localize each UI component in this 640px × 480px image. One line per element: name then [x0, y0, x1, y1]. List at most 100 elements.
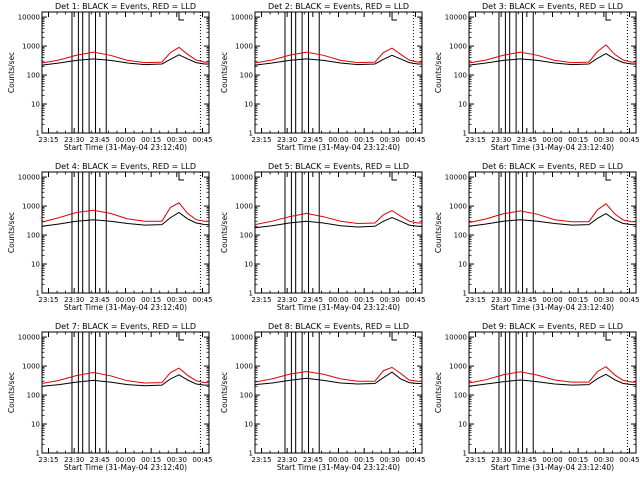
x-axis-label: Start Time (31-May-04 23:12:40) — [64, 303, 187, 312]
x-tick-label: 00:00 — [328, 296, 348, 304]
y-tick-label: 10 — [244, 101, 253, 109]
x-tick-label: 23:30 — [277, 296, 297, 304]
y-tick-label: 100 — [454, 72, 467, 80]
y-tick-label: 10 — [31, 101, 40, 109]
y-tick-label: 1 — [463, 450, 467, 458]
panel-title: Det 6: BLACK = Events, RED = LLD — [482, 162, 623, 171]
x-axis-label: Start Time (31-May-04 23:12:40) — [64, 143, 187, 152]
x-tick-label: 00:00 — [328, 456, 348, 464]
series-events-line — [254, 371, 422, 386]
x-tick-label: 00:15 — [354, 136, 374, 144]
panel-det-2: Det 2: BLACK = Events, RED = LLD 1 10 100 10… — [220, 2, 426, 152]
interval-marker — [605, 332, 612, 341]
y-axis-label: Counts/sec — [7, 372, 16, 413]
y-tick-label: 1 — [463, 130, 467, 138]
x-tick-label: 00:00 — [542, 136, 562, 144]
panel-title: Det 4: BLACK = Events, RED = LLD — [55, 162, 196, 171]
panel-det-1: Det 1: BLACK = Events, RED = LLD 1 10 100 10… — [7, 2, 213, 152]
y-tick-label: 1 — [36, 130, 40, 138]
x-tick-label: 00:30 — [594, 136, 614, 144]
y-tick-label: 1000 — [22, 363, 40, 371]
y-tick-label: 1 — [36, 290, 40, 298]
y-tick-label: 1000 — [22, 203, 40, 211]
x-axis-label: Start Time (31-May-04 23:12:40) — [64, 463, 187, 472]
y-tick-label: 10 — [458, 101, 467, 109]
x-tick-label: 00:00 — [115, 456, 135, 464]
y-tick-label: 100 — [27, 72, 40, 80]
x-tick-label: 00:45 — [405, 456, 425, 464]
panel-title: Det 1: BLACK = Events, RED = LLD — [55, 2, 196, 11]
plot-frame — [254, 331, 423, 454]
y-axis-label: Counts/sec — [220, 212, 229, 253]
y-tick-label: 10000 — [231, 14, 253, 22]
panel-det-3: Det 3: BLACK = Events, RED = LLD 1 10 100 10… — [434, 2, 640, 152]
y-axis-label: Counts/sec — [434, 52, 443, 93]
y-tick-label: 1000 — [22, 43, 40, 51]
x-tick-label: 23:30 — [64, 136, 84, 144]
y-axis-label: Counts/sec — [7, 52, 16, 93]
x-tick-label: 00:30 — [594, 296, 614, 304]
x-tick-label: 23:15 — [38, 456, 58, 464]
x-axis-label: Start Time (31-May-04 23:12:40) — [277, 143, 400, 152]
interval-marker — [178, 12, 185, 21]
y-tick-label: 10 — [31, 421, 40, 429]
y-tick-label: 1000 — [235, 203, 253, 211]
y-tick-label: 100 — [454, 392, 467, 400]
interval-marker — [178, 172, 185, 181]
x-tick-label: 00:45 — [192, 296, 212, 304]
x-tick-label: 23:45 — [303, 296, 323, 304]
series-lld-line — [468, 203, 636, 224]
interval-marker — [391, 332, 398, 341]
y-tick-label: 100 — [27, 392, 40, 400]
panel-det-6: Det 6: BLACK = Events, RED = LLD 1 10 100 10… — [434, 162, 640, 312]
panel-title: Det 7: BLACK = Events, RED = LLD — [55, 322, 196, 331]
panel-det-7: Det 7: BLACK = Events, RED = LLD 1 10 100 10… — [7, 322, 213, 472]
x-tick-label: 23:30 — [491, 136, 511, 144]
x-tick-label: 00:15 — [568, 456, 588, 464]
series-lld-line — [254, 366, 422, 383]
x-tick-label: 23:15 — [465, 136, 485, 144]
plot-frame — [468, 331, 637, 454]
x-tick-label: 00:15 — [141, 456, 161, 464]
x-tick-label: 00:15 — [568, 296, 588, 304]
y-tick-label: 100 — [240, 392, 253, 400]
panel-det-4: Det 4: BLACK = Events, RED = LLD 1 10 100 10… — [7, 162, 213, 312]
y-tick-label: 10000 — [231, 174, 253, 182]
x-tick-label: 00:30 — [380, 456, 400, 464]
panel-title: Det 3: BLACK = Events, RED = LLD — [482, 2, 623, 11]
x-axis-label: Start Time (31-May-04 23:12:40) — [491, 143, 614, 152]
y-tick-label: 100 — [27, 232, 40, 240]
y-tick-label: 10 — [244, 261, 253, 269]
interval-marker — [178, 332, 185, 341]
y-tick-label: 100 — [240, 72, 253, 80]
x-tick-label: 23:15 — [251, 136, 271, 144]
x-tick-label: 00:30 — [167, 136, 187, 144]
x-tick-label: 00:00 — [328, 136, 348, 144]
series-events-line — [41, 374, 209, 387]
y-tick-label: 10 — [458, 261, 467, 269]
interval-marker — [391, 12, 398, 21]
y-tick-label: 10 — [31, 261, 40, 269]
y-tick-label: 1000 — [449, 363, 467, 371]
x-axis-label: Start Time (31-May-04 23:12:40) — [277, 303, 400, 312]
x-tick-label: 23:15 — [38, 296, 58, 304]
series-lld-line — [468, 44, 636, 64]
panel-title: Det 5: BLACK = Events, RED = LLD — [268, 162, 409, 171]
x-tick-label: 23:45 — [90, 136, 110, 144]
plot-frame — [41, 11, 210, 134]
y-tick-label: 1 — [463, 290, 467, 298]
y-tick-label: 1000 — [449, 43, 467, 51]
y-tick-label: 1 — [249, 450, 253, 458]
x-tick-label: 23:30 — [491, 456, 511, 464]
x-tick-label: 00:45 — [619, 456, 639, 464]
series-events-line — [41, 211, 209, 227]
y-axis-label: Counts/sec — [434, 372, 443, 413]
series-lld-line — [41, 367, 209, 384]
x-tick-label: 23:45 — [303, 136, 323, 144]
x-tick-label: 00:45 — [619, 136, 639, 144]
x-tick-label: 23:30 — [491, 296, 511, 304]
x-tick-label: 00:15 — [354, 296, 374, 304]
x-tick-label: 23:15 — [465, 456, 485, 464]
y-axis-label: Counts/sec — [7, 212, 16, 253]
series-lld-line — [254, 47, 422, 64]
